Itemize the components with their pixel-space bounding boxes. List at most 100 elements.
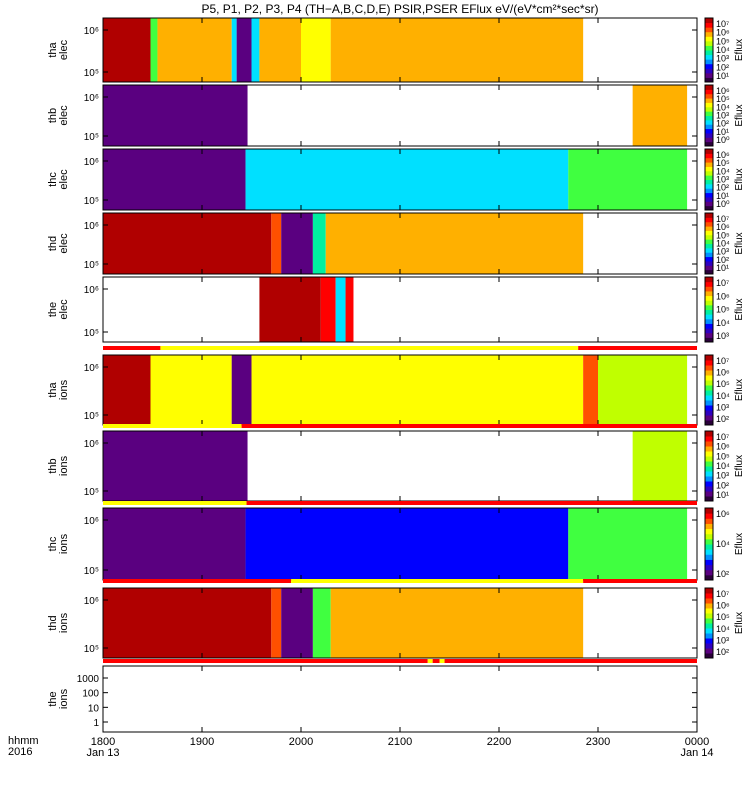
y-tick-label: 10⁵	[84, 487, 99, 498]
flux-segment	[103, 149, 246, 210]
colorbar-step	[705, 89, 713, 95]
colorbar-frame	[704, 587, 714, 659]
flux-segment	[157, 18, 232, 82]
colorbar-tick-label: 10⁴	[716, 539, 730, 549]
mode-bar-segment	[583, 579, 697, 583]
mode-bar-segment	[103, 346, 161, 350]
colorbar-step	[705, 471, 713, 477]
y-tick-label: 10⁶	[84, 285, 99, 296]
colorbar-step	[705, 564, 713, 571]
colorbar-step	[705, 420, 713, 426]
colorbar-step	[705, 72, 713, 78]
x-tick-label: 1800	[91, 736, 115, 748]
flux-segment	[150, 18, 158, 82]
colorbar-tick-label: 10⁶	[716, 28, 730, 38]
colorbar-step	[705, 538, 713, 545]
colorbar-step	[705, 157, 713, 163]
flux-segment	[103, 588, 272, 658]
colorbar-step	[705, 31, 713, 37]
colorbar-step	[705, 653, 713, 659]
colorbar-frame	[704, 148, 714, 211]
mode-bar-segment	[103, 501, 247, 505]
colorbar-step	[705, 508, 713, 514]
colorbar-tick-label: 10⁵	[716, 230, 730, 240]
flux-segment	[598, 355, 688, 425]
colorbar-step	[705, 128, 713, 134]
x-tick-label: 2200	[487, 736, 511, 748]
colorbar-label: Eflux	[734, 612, 745, 634]
colorbar-step	[705, 252, 713, 258]
colorbar-step	[705, 300, 713, 306]
colorbar-step	[705, 603, 713, 609]
colorbar-tick-label: 10¹	[716, 263, 729, 273]
y-label-probe: the	[47, 302, 59, 317]
colorbar-step	[705, 309, 713, 315]
y-label-species: ions	[58, 379, 70, 400]
colorbar-tick-label: 10²	[716, 647, 729, 657]
colorbar-tick-label: 10⁰	[716, 199, 730, 209]
flux-segment	[320, 277, 336, 342]
y-tick-label: 10⁵	[84, 644, 99, 655]
flux-segment	[103, 508, 246, 580]
colorbar-tick-label: 10²	[716, 480, 729, 490]
y-label-probe: tha	[47, 41, 59, 57]
y-label-probe: the	[47, 691, 59, 706]
colorbar-frame	[704, 430, 714, 502]
colorbar-step	[705, 149, 713, 154]
colorbar-step	[705, 588, 713, 594]
y-label-species: elec	[58, 105, 70, 126]
colorbar-step	[705, 183, 713, 189]
colorbar-tick-label: 10⁴	[716, 391, 730, 401]
y-tick-label: 10	[88, 703, 100, 714]
colorbar-step	[705, 162, 713, 167]
colorbar-step	[705, 481, 713, 487]
colorbar-tick-label: 10¹	[716, 490, 729, 500]
colorbar-tick-label: 10⁷	[716, 432, 729, 442]
flux-segment	[568, 149, 688, 210]
colorbar-step	[705, 217, 713, 223]
colorbar-tick-label: 10⁷	[716, 19, 729, 29]
colorbar-tick-label: 10⁶	[716, 601, 730, 611]
y-tick-label: 1	[93, 718, 99, 729]
colorbar-step	[705, 370, 713, 376]
flux-segment	[301, 18, 331, 82]
colorbar-frame	[704, 17, 714, 83]
flux-segment	[251, 355, 584, 425]
colorbar-step	[705, 559, 713, 566]
colorbar-step	[705, 166, 713, 172]
y-label-probe: thd	[47, 236, 59, 251]
colorbar-step	[705, 608, 713, 614]
x-row-label-year: 2016	[8, 746, 32, 758]
figure-title: P5, P1, P2, P3, P4 (TH−A,B,C,D,E) PSIR,P…	[201, 2, 598, 16]
colorbar-step	[705, 234, 713, 240]
panel-background	[103, 666, 697, 732]
colorbar-step	[705, 643, 713, 649]
panel-the-elec: the elec 10⁶ 10⁵ 10⁷ 10⁶ 10⁵ 10⁴ 10³ Eflux	[47, 276, 745, 343]
flux-segment	[632, 85, 688, 146]
colorbar-step	[705, 260, 713, 266]
colorbar-step	[705, 201, 713, 207]
colorbar-step	[705, 115, 713, 121]
colorbar-step	[705, 395, 713, 401]
colorbar-step	[705, 385, 713, 391]
colorbar-step	[705, 102, 713, 108]
flux-segment	[583, 355, 598, 425]
colorbar-step	[705, 410, 713, 416]
colorbar-tick-label: 10³	[716, 111, 729, 121]
colorbar-step	[705, 380, 713, 386]
colorbar-step	[705, 247, 713, 253]
colorbar-step	[705, 77, 713, 83]
colorbar-tick-label: 10⁶	[716, 509, 730, 519]
y-tick-label: 10⁵	[84, 196, 99, 207]
colorbar-step	[705, 355, 713, 361]
x-tick-date: Jan 14	[680, 747, 713, 759]
colorbar-frame	[704, 507, 714, 581]
colorbar-step	[705, 277, 713, 283]
colorbar-tick-label: 10⁵	[716, 379, 730, 389]
x-tick-label: 2100	[388, 736, 412, 748]
colorbar-step	[705, 111, 713, 116]
mode-bar-segment	[444, 659, 697, 663]
colorbar-step	[705, 239, 713, 244]
colorbar-step	[705, 45, 713, 51]
colorbar-step	[705, 513, 713, 519]
